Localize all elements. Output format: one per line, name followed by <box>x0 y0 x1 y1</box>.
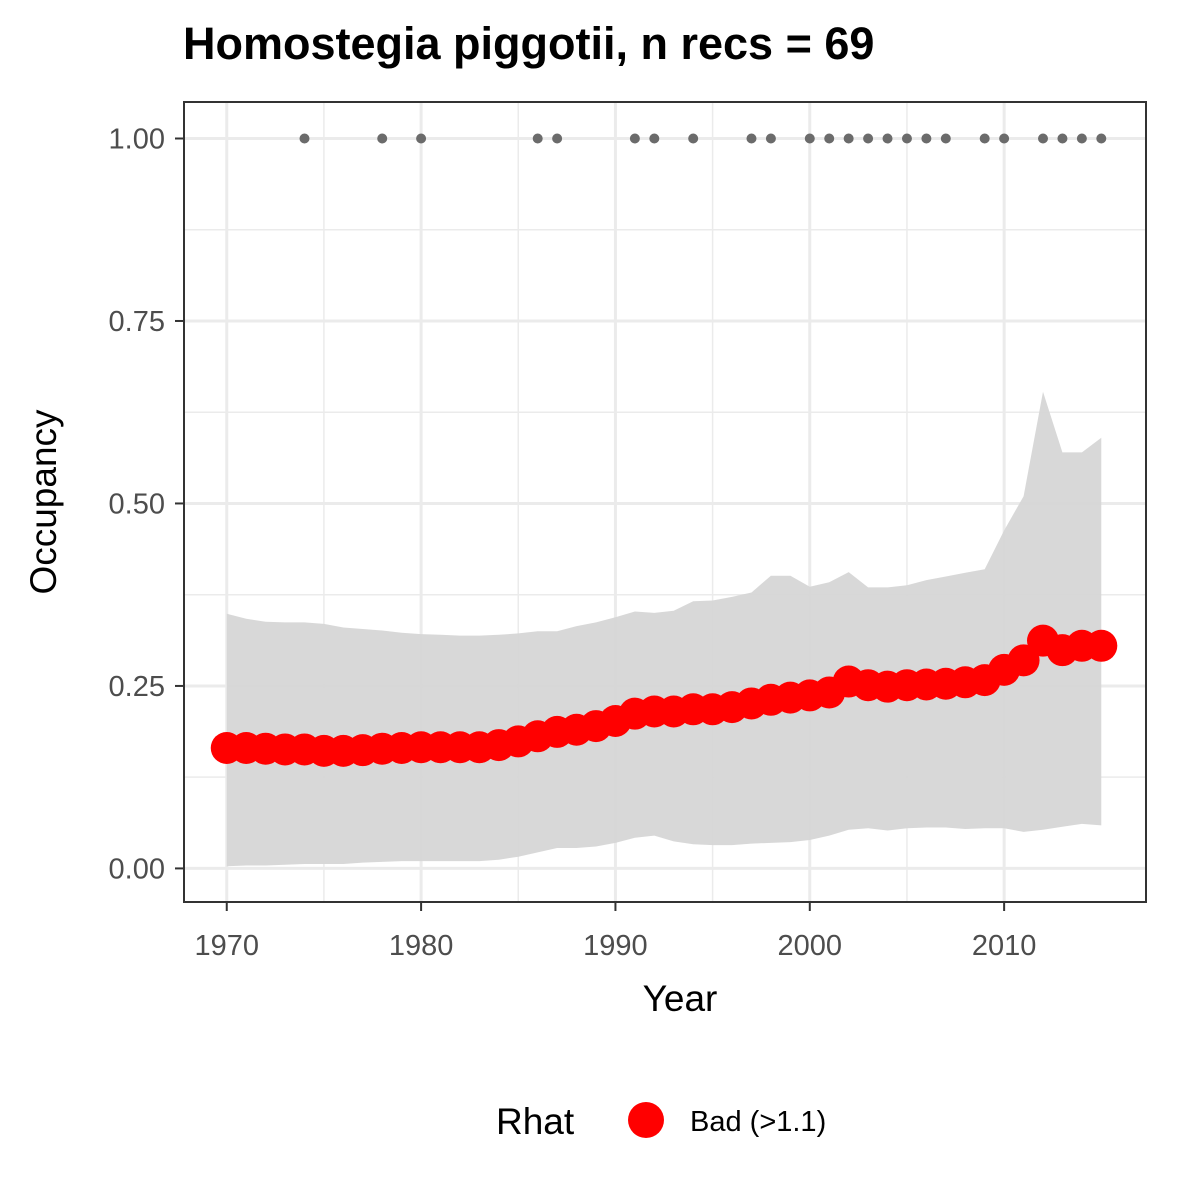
record-point <box>416 133 427 144</box>
record-point <box>1057 133 1068 144</box>
record-point <box>882 133 893 144</box>
x-tick-label: 2010 <box>972 930 1037 962</box>
x-tick-label: 1980 <box>389 930 454 962</box>
record-point <box>824 133 835 144</box>
legend-key-point <box>628 1102 664 1138</box>
record-point <box>901 133 912 144</box>
x-tick-label: 1970 <box>194 930 259 962</box>
occupancy-point <box>1007 644 1040 677</box>
record-point <box>377 133 388 144</box>
occupancy-point <box>1085 629 1118 662</box>
y-axis-title: Occupancy <box>23 409 64 595</box>
x-tick-label: 2000 <box>778 930 843 962</box>
axis-layer: 1970 1980 1990 2000 2010 0.00 0.25 0.50 0.75 1.00 <box>109 123 1037 962</box>
y-tick-label: 0.25 <box>109 671 165 703</box>
x-axis-title: Year <box>643 978 718 1019</box>
record-point <box>688 133 699 144</box>
y-tick-label: 0.00 <box>109 853 165 885</box>
record-point <box>999 133 1010 144</box>
record-point <box>649 133 660 144</box>
record-point <box>552 133 563 144</box>
record-point <box>629 133 640 144</box>
record-point <box>1037 133 1048 144</box>
record-point <box>921 133 932 144</box>
record-point <box>1076 133 1087 144</box>
record-point <box>1096 133 1107 144</box>
legend-title: Rhat <box>496 1101 575 1142</box>
legend: Rhat Bad (>1.1) <box>496 1101 826 1142</box>
legend-label: Bad (>1.1) <box>690 1106 826 1138</box>
chart-title: Homostegia piggotii, n recs = 69 <box>183 18 875 69</box>
x-tick-label: 1990 <box>583 930 648 962</box>
record-point <box>940 133 951 144</box>
y-tick-label: 0.50 <box>109 488 165 520</box>
record-layer <box>299 133 1107 144</box>
panel-border <box>183 101 1147 903</box>
record-point <box>804 133 815 144</box>
y-tick-label: 1.00 <box>109 123 165 155</box>
record-point <box>765 133 776 144</box>
y-tick-label: 0.75 <box>109 306 165 338</box>
record-point <box>532 133 543 144</box>
record-point <box>746 133 757 144</box>
record-point <box>863 133 874 144</box>
record-point <box>979 133 990 144</box>
record-point <box>843 133 854 144</box>
point-layer <box>210 624 1118 767</box>
record-point <box>299 133 310 144</box>
